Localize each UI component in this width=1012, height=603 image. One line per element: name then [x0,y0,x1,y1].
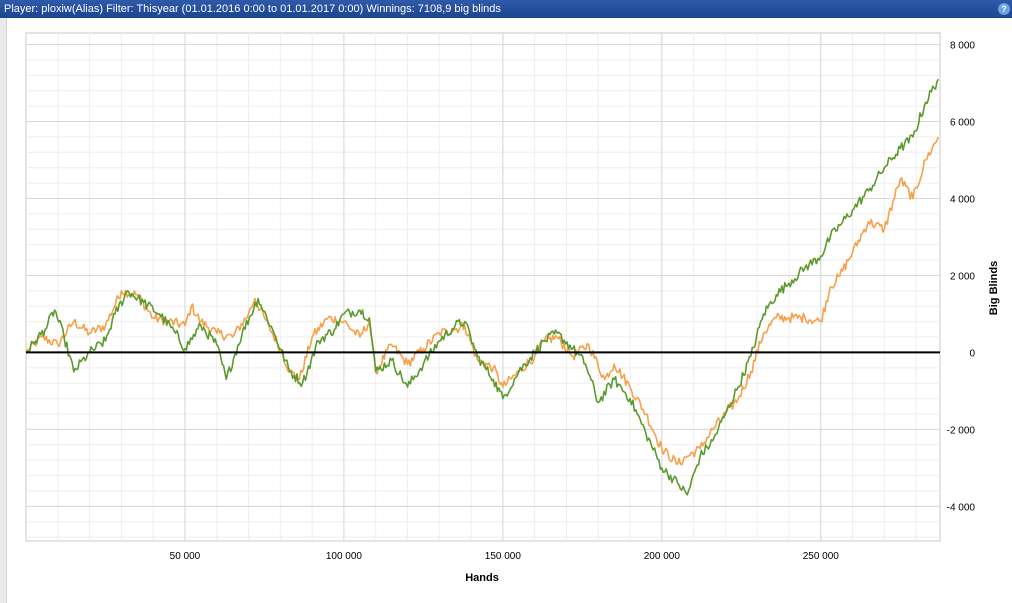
x-tick-label: 150 000 [485,551,522,562]
series-line-2 [25,78,940,496]
y-tick-label: -4 000 [947,502,976,513]
series-layer [25,78,940,496]
window-title-bar: Player: ploxiw(Alias) Filter: Thisyear (… [0,0,1012,18]
y-tick-label: 6 000 [950,118,975,129]
x-tick-labels: 50 000 100 000 150 000 200 000 250 000 [170,551,840,562]
window-title: Player: ploxiw(Alias) Filter: Thisyear (… [4,3,501,15]
x-axis-label: Hands [465,572,499,584]
y-tick-label: 0 [969,348,975,359]
y-tick-label: -2 000 [947,425,976,436]
help-icon[interactable]: ? [998,3,1010,15]
x-tick-label: 200 000 [644,551,681,562]
y-tick-label: 4 000 [950,194,975,205]
y-tick-label: 2 000 [950,271,975,282]
x-tick-label: 50 000 [170,551,201,562]
left-panel-edge [0,18,7,603]
x-tick-label: 250 000 [803,551,840,562]
x-tick-label: 100 000 [326,551,363,562]
y-tick-labels: 8 000 6 000 4 000 2 000 0 -2 000 -4 000 [947,41,976,514]
y-tick-label: 8 000 [950,41,975,52]
plot-area [25,32,941,542]
y-axis-label: Big Blinds [988,261,1000,315]
